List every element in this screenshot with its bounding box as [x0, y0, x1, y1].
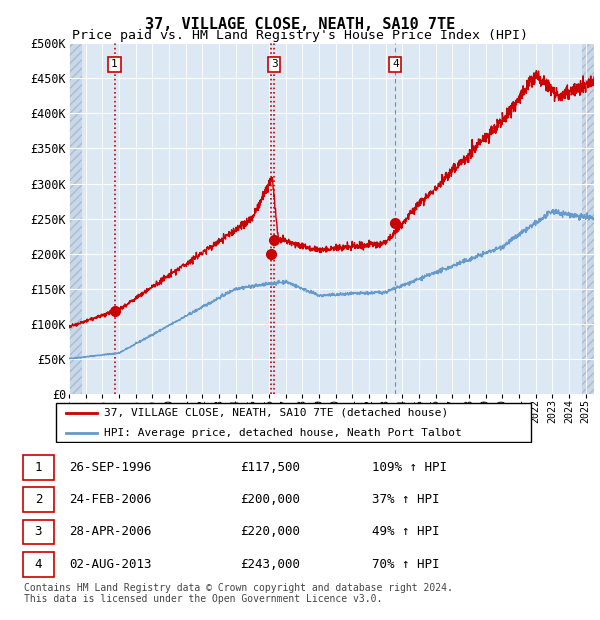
- Text: 37, VILLAGE CLOSE, NEATH, SA10 7TE: 37, VILLAGE CLOSE, NEATH, SA10 7TE: [145, 17, 455, 32]
- Text: £200,000: £200,000: [240, 494, 300, 506]
- Text: 37, VILLAGE CLOSE, NEATH, SA10 7TE (detached house): 37, VILLAGE CLOSE, NEATH, SA10 7TE (deta…: [104, 408, 449, 418]
- Text: 02-AUG-2013: 02-AUG-2013: [69, 558, 151, 570]
- Text: £243,000: £243,000: [240, 558, 300, 570]
- Text: £220,000: £220,000: [240, 526, 300, 538]
- Text: HPI: Average price, detached house, Neath Port Talbot: HPI: Average price, detached house, Neat…: [104, 428, 462, 438]
- Text: 1: 1: [111, 60, 118, 69]
- FancyBboxPatch shape: [56, 403, 530, 441]
- Text: 4: 4: [392, 60, 399, 69]
- Text: 3: 3: [35, 526, 42, 538]
- Text: 3: 3: [271, 60, 278, 69]
- Text: Price paid vs. HM Land Registry's House Price Index (HPI): Price paid vs. HM Land Registry's House …: [72, 29, 528, 42]
- Text: Contains HM Land Registry data © Crown copyright and database right 2024.
This d: Contains HM Land Registry data © Crown c…: [24, 583, 453, 604]
- Text: 70% ↑ HPI: 70% ↑ HPI: [372, 558, 439, 570]
- Text: 49% ↑ HPI: 49% ↑ HPI: [372, 526, 439, 538]
- Text: 2: 2: [35, 494, 42, 506]
- Text: 28-APR-2006: 28-APR-2006: [69, 526, 151, 538]
- Text: 24-FEB-2006: 24-FEB-2006: [69, 494, 151, 506]
- Text: £117,500: £117,500: [240, 461, 300, 474]
- Text: 1: 1: [35, 461, 42, 474]
- Text: 4: 4: [35, 558, 42, 570]
- Text: 109% ↑ HPI: 109% ↑ HPI: [372, 461, 447, 474]
- Text: 26-SEP-1996: 26-SEP-1996: [69, 461, 151, 474]
- Text: 37% ↑ HPI: 37% ↑ HPI: [372, 494, 439, 506]
